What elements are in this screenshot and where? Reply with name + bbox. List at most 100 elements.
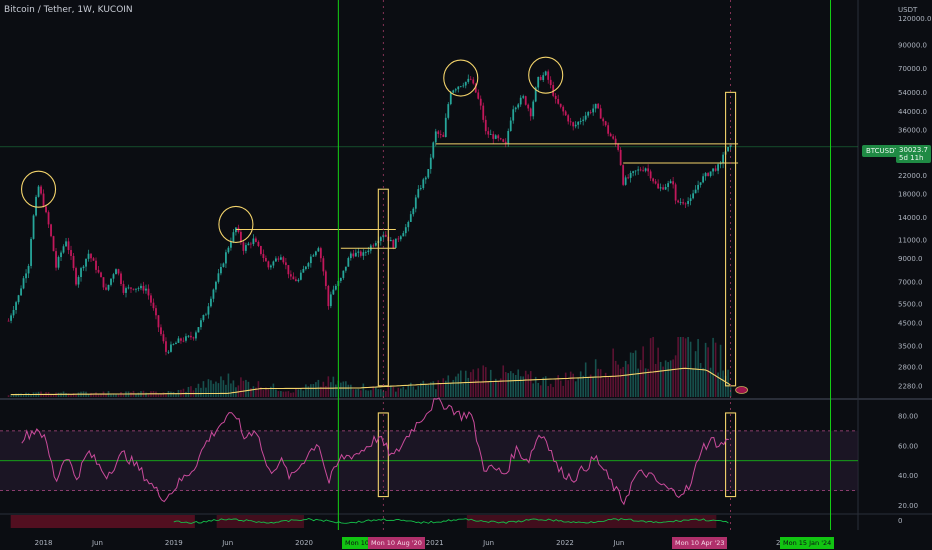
volume-bar — [390, 385, 392, 397]
volume-bar — [564, 372, 567, 397]
volume-bar — [387, 386, 390, 397]
x-axis-label: 2022 — [556, 539, 574, 547]
candle-body — [427, 169, 430, 178]
volume-bar — [714, 342, 717, 397]
candle-body — [140, 285, 142, 289]
volume-bar — [689, 341, 692, 397]
volume-bar — [237, 385, 240, 397]
candle-body — [379, 237, 382, 242]
candle-body — [170, 344, 172, 352]
volume-bar — [677, 337, 679, 397]
candle-body — [274, 258, 277, 262]
volume-bar — [402, 386, 405, 397]
volume-bar — [607, 376, 609, 397]
volume-bar — [262, 390, 265, 397]
candle-body — [17, 295, 20, 303]
candle-body — [529, 108, 532, 117]
rsi-tick-label: 60.00 — [898, 442, 918, 450]
volume-bar — [504, 372, 507, 397]
volume-bar — [327, 376, 330, 397]
candle-body — [612, 136, 615, 139]
candle-body — [187, 335, 190, 337]
candle-body — [294, 279, 297, 282]
strip-oscillator-line — [173, 518, 729, 524]
candle-body — [292, 276, 295, 280]
volume-bar — [512, 373, 515, 397]
volume-bar — [717, 372, 719, 397]
volume-bar — [674, 355, 677, 397]
candle-body — [444, 117, 447, 137]
candle-body — [642, 170, 645, 172]
volume-bar — [112, 393, 115, 397]
candle-body — [504, 141, 507, 144]
volume-bar — [165, 393, 167, 397]
volume-bar — [624, 360, 627, 397]
volume-bar — [395, 391, 397, 397]
volume-bar — [135, 394, 137, 397]
volume-bar — [310, 384, 312, 397]
candle-body — [185, 336, 187, 341]
volume-bar — [579, 371, 582, 397]
volume-bar — [682, 337, 684, 397]
candle-body — [342, 270, 345, 278]
candle-body — [454, 89, 457, 91]
volume-bar — [42, 394, 45, 397]
candle-body — [412, 208, 415, 215]
candle-body — [512, 109, 515, 121]
volume-bar — [117, 394, 120, 397]
volume-bar — [270, 386, 272, 397]
candle-body — [619, 149, 622, 166]
candle-body — [162, 334, 165, 342]
candle-body — [392, 240, 395, 248]
volume-bar — [7, 395, 10, 397]
volume-bar — [562, 385, 564, 397]
top-highlight-circle — [528, 56, 564, 94]
candle-body — [559, 103, 562, 107]
candle-body — [242, 242, 245, 251]
x-axis-label: Jun — [91, 539, 103, 547]
candle-body — [564, 111, 567, 116]
candle-body — [12, 309, 15, 316]
candle-body — [689, 198, 692, 202]
candle-body — [654, 181, 657, 184]
candle-body — [617, 143, 620, 150]
strip-bearish-zone — [10, 515, 195, 528]
volume-bar — [594, 359, 597, 397]
volume-bar — [554, 379, 557, 397]
volume-bar — [300, 388, 302, 397]
volume-bar — [92, 393, 95, 397]
volume-bar — [552, 387, 555, 397]
volume-bar — [642, 346, 644, 397]
volume-bar — [427, 385, 430, 397]
candle-body — [269, 265, 272, 268]
x-axis-label: Jun — [612, 539, 624, 547]
last-price-value: 30023.7 — [899, 146, 928, 154]
candle-body — [55, 251, 57, 268]
candle-body — [449, 92, 452, 105]
candle-body — [25, 273, 27, 279]
candle-body — [577, 121, 580, 125]
volume-bar — [557, 375, 559, 397]
candle-body — [474, 83, 477, 93]
candle-body — [584, 115, 587, 120]
candle-body — [165, 341, 167, 352]
volume-bar — [15, 393, 17, 397]
candle-body — [232, 232, 235, 242]
volume-bar — [175, 392, 177, 397]
candle-body — [622, 165, 625, 185]
volume-bar — [265, 387, 267, 397]
candle-body — [357, 251, 360, 253]
volume-bar — [287, 391, 290, 397]
candle-body — [115, 269, 117, 275]
volume-bar — [110, 393, 112, 397]
candle-body — [697, 184, 700, 190]
candle-body — [220, 266, 222, 274]
candle-body — [352, 253, 355, 257]
candle-body — [65, 241, 67, 247]
volume-bar — [397, 387, 400, 397]
candle-body — [110, 278, 112, 285]
candle-body — [112, 274, 115, 279]
volume-bar — [449, 383, 452, 397]
candle-body — [552, 85, 555, 96]
